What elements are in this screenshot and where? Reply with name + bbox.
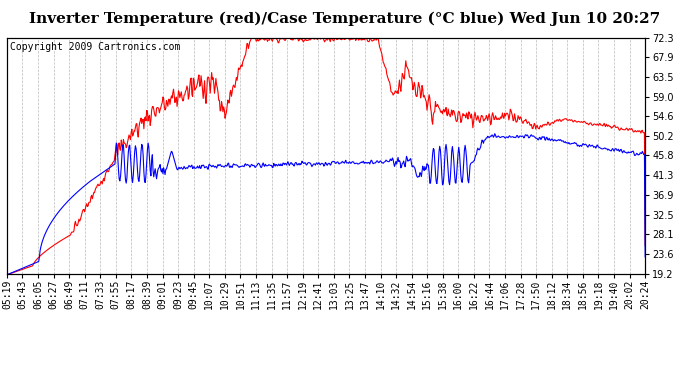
- Text: Copyright 2009 Cartronics.com: Copyright 2009 Cartronics.com: [10, 42, 181, 52]
- Text: Inverter Temperature (red)/Case Temperature (°C blue) Wed Jun 10 20:27: Inverter Temperature (red)/Case Temperat…: [30, 11, 660, 26]
